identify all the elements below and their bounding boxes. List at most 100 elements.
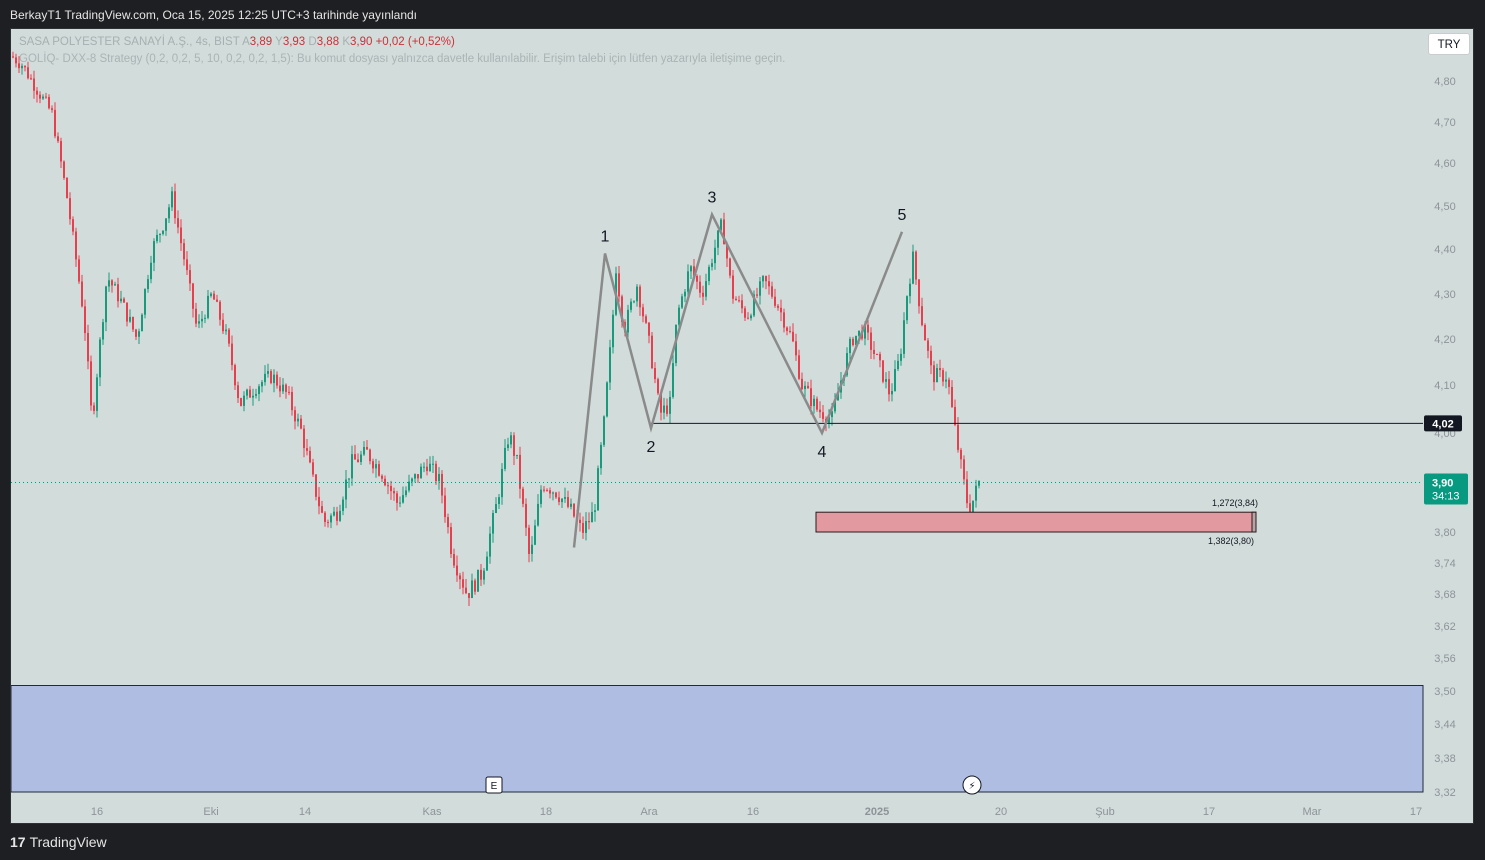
chart-area[interactable]: 1,272(3,84) 1,382(3,80) 1 2 3 4 5 4,80 4,70 4,60 4…	[10, 28, 1474, 824]
dividend-marker[interactable]	[962, 775, 982, 795]
candle-body	[795, 341, 797, 356]
candle-body	[306, 448, 308, 451]
elliott-wave-line	[572, 211, 904, 548]
candle-body	[456, 565, 458, 576]
candle-body	[12, 56, 14, 58]
y-tick-label: 4,20	[1434, 334, 1455, 346]
candle-body	[177, 218, 179, 228]
x-tick-label: 2025	[865, 806, 889, 818]
top-bar: BerkayT1 TradingView.com, Oca 15, 2025 1…	[0, 0, 1485, 28]
candle-body	[447, 517, 449, 528]
candle-body	[597, 468, 599, 511]
y-tick-label: 3,80	[1434, 527, 1455, 539]
candle-body	[252, 395, 254, 398]
candle-body	[114, 284, 116, 286]
candle-body	[93, 405, 95, 411]
candle-body	[894, 369, 896, 391]
earnings-marker[interactable]	[485, 776, 503, 794]
candle-body	[774, 296, 776, 306]
candle-body	[483, 570, 485, 580]
candle-body	[378, 464, 380, 476]
candle-body	[375, 464, 377, 469]
candle-body	[684, 291, 686, 297]
candle-body	[72, 219, 74, 232]
candle-body	[462, 579, 464, 588]
candle-body	[657, 379, 659, 394]
candle-body	[525, 503, 527, 528]
fib-zone-handle[interactable]	[1251, 511, 1257, 533]
candle-body	[45, 96, 47, 98]
candle-body	[768, 281, 770, 287]
candle-body	[285, 384, 287, 392]
candle-body	[891, 390, 893, 395]
candle-body	[519, 454, 521, 489]
x-tick-label: 17	[1410, 806, 1422, 818]
candle-body	[522, 488, 524, 504]
candle-body	[546, 489, 548, 491]
candle-body	[627, 309, 629, 333]
candle-body	[264, 373, 266, 383]
candle-body	[198, 321, 200, 324]
candle-body	[945, 379, 947, 382]
candle-body	[81, 281, 83, 307]
candle-body	[273, 374, 275, 384]
candle-body	[798, 355, 800, 379]
y-tick-label: 4,30	[1434, 289, 1455, 301]
candle-body	[681, 296, 683, 308]
candle-body	[561, 498, 563, 503]
candle-body	[147, 279, 149, 290]
candle-body	[939, 368, 941, 371]
candle-body	[507, 444, 509, 448]
candle-body	[480, 569, 482, 580]
current-price-tag	[1424, 473, 1468, 505]
candle-body	[504, 447, 506, 469]
symbol-legend: SASA POLYESTER SANAYİ A.Ş., 4s, BIST A3,…	[19, 36, 455, 48]
y-tick-label: 4,70	[1434, 117, 1455, 129]
symbol-name: SASA POLYESTER SANAYİ A.Ş., 4s, BIST	[19, 36, 240, 48]
candle-body	[792, 331, 794, 342]
candle-body	[186, 259, 188, 271]
candle-body	[501, 468, 503, 498]
x-tick-label: 20	[995, 806, 1007, 818]
y-tick-label: 3,32	[1434, 787, 1455, 799]
candle-body	[255, 394, 257, 396]
candle-body	[516, 454, 518, 456]
high-value: 3,93	[282, 36, 306, 48]
candle-body	[348, 478, 350, 480]
candle-body	[555, 492, 557, 498]
candle-body	[444, 495, 446, 518]
candle-body	[78, 259, 80, 282]
candle-body	[645, 316, 647, 323]
candle-body	[99, 339, 101, 378]
candle-body	[828, 417, 830, 423]
candle-body	[351, 454, 353, 479]
candle-body	[126, 302, 128, 322]
candle-body	[510, 435, 512, 445]
candle-body	[363, 447, 365, 455]
candle-body	[360, 454, 362, 463]
candle-body	[120, 298, 122, 302]
candle-body	[972, 500, 974, 516]
candle-body	[801, 378, 803, 390]
candle-body	[60, 141, 62, 162]
candle-body	[879, 354, 881, 361]
candle-body	[63, 161, 65, 178]
candle-body	[87, 333, 89, 362]
candle-body	[672, 363, 674, 397]
candle-body	[876, 353, 878, 355]
tradingview-logo[interactable]: 17 TradingView	[10, 834, 107, 850]
currency-button[interactable]: TRY	[1428, 33, 1470, 55]
candle-body	[471, 580, 473, 598]
candle-body	[900, 353, 902, 361]
price-chart[interactable]: 1,272(3,84) 1,382(3,80) 1 2 3 4 5 4,80 4,70 4,60 4…	[11, 29, 1474, 824]
candle-body	[834, 400, 836, 412]
level-price-tag	[1424, 415, 1462, 432]
candle-body	[636, 286, 638, 302]
y-tick-label: 4,50	[1434, 201, 1455, 213]
candle-body	[432, 463, 434, 465]
candle-body	[702, 292, 704, 297]
candle-body	[411, 478, 413, 482]
candle-body	[753, 294, 755, 316]
tv-logo-icon: 17	[10, 834, 26, 850]
x-tick-label: Mar	[1303, 806, 1322, 818]
